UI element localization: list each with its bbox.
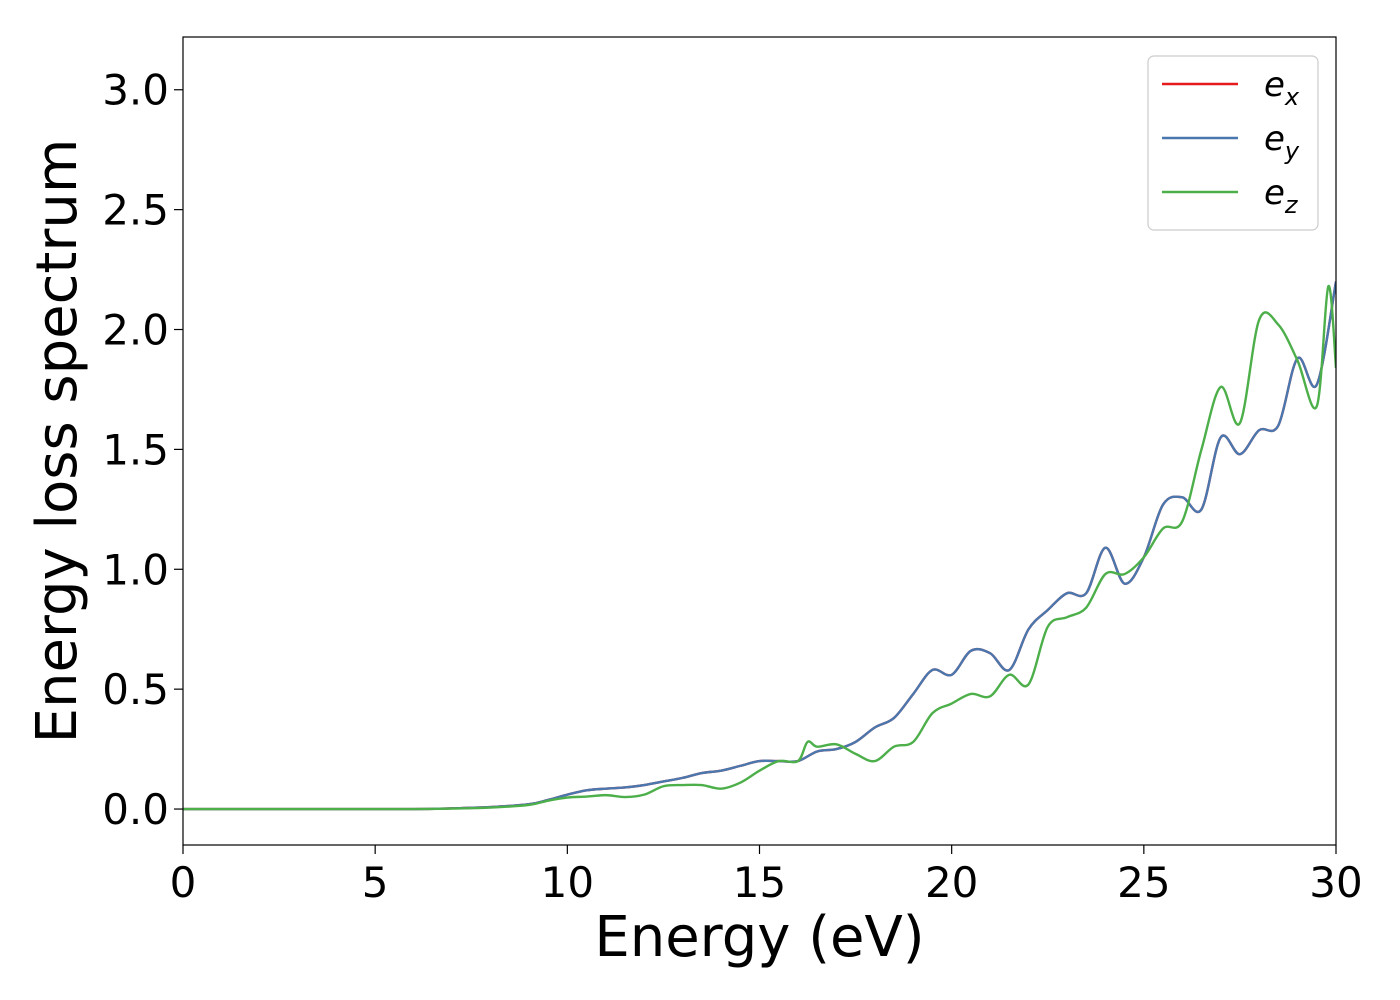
y-tick-label: 2.0 <box>102 306 169 355</box>
y-tick-label: 3.0 <box>102 66 169 115</box>
series-layer <box>183 281 1336 811</box>
legend-label-subscript: x <box>1284 83 1300 111</box>
x-tick-label: 5 <box>362 858 389 907</box>
legend-label-base: e <box>1264 65 1285 105</box>
x-tick-label: 25 <box>1117 858 1170 907</box>
legend-label-z: ez <box>1264 173 1299 219</box>
y-tick-label: 2.5 <box>102 186 169 235</box>
series-line-z <box>183 285 1336 811</box>
y-tick-label: 1.5 <box>102 425 169 474</box>
x-tick-label: 30 <box>1309 858 1362 907</box>
x-tick-label: 10 <box>541 858 594 907</box>
legend-label-x: ex <box>1264 65 1300 111</box>
x-axis-title: Energy (eV) <box>594 905 924 970</box>
series-line-y <box>183 281 1336 811</box>
y-axis-title: Energy loss spectrum <box>25 139 90 744</box>
y-tick-label: 1.0 <box>102 545 169 594</box>
y-tick-label: 0.5 <box>102 665 169 714</box>
legend-label-base: e <box>1264 173 1285 213</box>
x-tick-label: 15 <box>733 858 786 907</box>
legend-label-subscript: y <box>1284 137 1300 165</box>
series-line-x <box>183 281 1336 811</box>
axis-ticks: 0 5 10 15 20 25 30 0.0 0.5 1.0 1.5 2.0 2.5 3.0 <box>102 66 1363 907</box>
legend-box <box>1147 55 1319 231</box>
y-tick-label: 0.0 <box>102 785 169 834</box>
legend-label-subscript: z <box>1284 191 1299 219</box>
legend-label-base: e <box>1264 119 1285 159</box>
x-tick-label: 0 <box>170 858 197 907</box>
x-tick-label: 20 <box>925 858 978 907</box>
legend-label-y: ey <box>1264 119 1300 165</box>
